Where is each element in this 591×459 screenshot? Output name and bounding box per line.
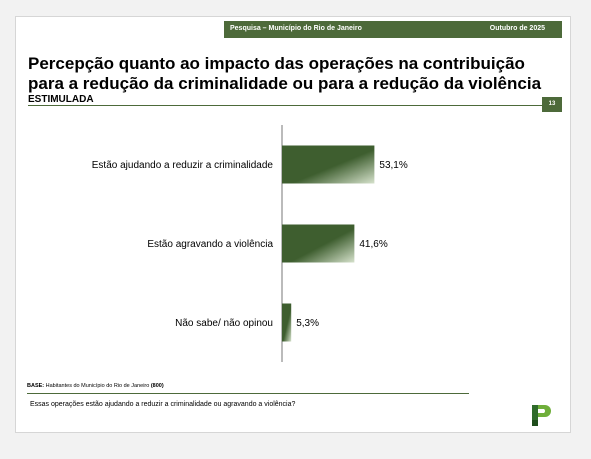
base-note: BASE: Habitantes do Município do Rio de … <box>27 383 164 389</box>
footer-divider <box>27 393 469 394</box>
title-divider <box>28 105 542 106</box>
bar-3 <box>282 303 292 342</box>
value-label-1: 53,1% <box>379 160 407 171</box>
bar-2 <box>282 224 355 263</box>
category-label-1: Estão ajudando a reduzir a criminalidade <box>92 160 274 171</box>
category-label-2: Estão agravando a violência <box>147 239 273 250</box>
page-subtitle: ESTIMULADA <box>28 94 94 105</box>
pp-logo-icon <box>532 405 551 426</box>
bar-chart: Estão ajudando a reduzir a criminalidade… <box>92 125 408 362</box>
bar-1 <box>282 145 375 184</box>
header-date: Outubro de 2025 <box>489 25 545 32</box>
value-label-3: 5,3% <box>296 318 319 329</box>
base-count: (800) <box>150 383 164 389</box>
page-title: Percepção quanto ao impacto das operaçõe… <box>28 54 542 93</box>
category-label-3: Não sabe/ não opinou <box>175 318 273 329</box>
slide: Pesquisa – Município do Rio de Janeiro O… <box>15 16 571 433</box>
header-bar: Pesquisa – Município do Rio de Janeiro O… <box>224 21 562 38</box>
base-text: Habitantes do Município do Rio de Janeir… <box>45 383 150 389</box>
survey-question: Essas operações estão ajudando a reduzir… <box>30 401 296 408</box>
header-survey-name: Pesquisa – Município do Rio de Janeiro <box>230 25 362 32</box>
value-label-2: 41,6% <box>359 239 387 250</box>
base-label: BASE: <box>27 383 45 389</box>
page-number: 13 <box>542 97 562 112</box>
